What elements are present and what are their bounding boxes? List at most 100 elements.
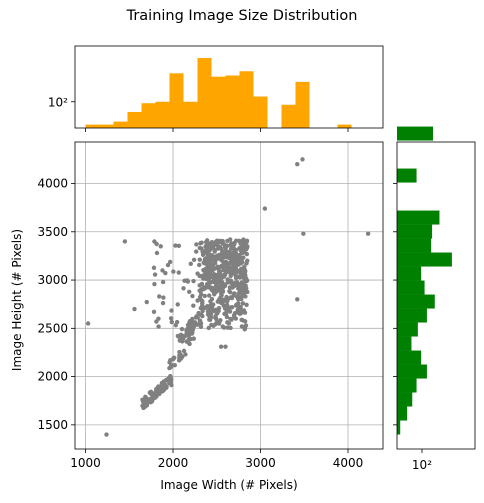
top-hist-bar [113, 121, 128, 128]
scatter-point [207, 279, 212, 284]
scatter-point [218, 295, 223, 300]
x-tick-label: 4000 [333, 456, 364, 470]
x-tick-label: 3000 [245, 456, 276, 470]
scatter-point [229, 241, 234, 246]
scatter-point [234, 302, 239, 307]
scatter-point [227, 237, 233, 242]
scatter-point [220, 241, 225, 246]
scatter-plot: 1000 2000 3000 4000 1500 2000 2500 3000 3500 4000 [37, 141, 384, 470]
x-axis-label: Image Width (# Pixels) [160, 478, 297, 492]
scatter-point [218, 344, 224, 349]
scatter-point [151, 265, 157, 270]
right-histogram: 10² [393, 126, 476, 472]
scatter-point [202, 293, 207, 299]
right-hist-x-tick-label: 10² [412, 458, 432, 472]
scatter-point [197, 318, 203, 324]
scatter-point [232, 291, 237, 296]
scatter-point [242, 267, 248, 273]
right-hist-bar [397, 224, 433, 239]
scatter-point [216, 305, 222, 311]
right-hist-bar [397, 350, 422, 365]
scatter-point [244, 278, 249, 284]
scatter-point [215, 264, 220, 270]
scatter-point [183, 352, 188, 357]
scatter-point [167, 379, 172, 385]
scatter-point [233, 275, 239, 281]
scatter-point [152, 395, 158, 400]
scatter-point [178, 334, 183, 339]
scatter-point [189, 331, 195, 336]
scatter-point [202, 273, 207, 278]
right-hist-bar [397, 168, 417, 183]
scatter-point [229, 251, 234, 256]
scatter-point [197, 257, 203, 262]
right-hist-bar [397, 420, 401, 435]
scatter-point [211, 271, 216, 277]
scatter-point [145, 398, 150, 403]
scatter-point [224, 302, 230, 308]
scatter-point [204, 243, 209, 249]
scatter-point [199, 246, 204, 251]
scatter-point [193, 315, 199, 320]
scatter-point [209, 315, 214, 320]
top-hist-bar [225, 75, 240, 128]
scatter-point [171, 269, 176, 274]
scatter-point [238, 285, 243, 290]
scatter-point [241, 255, 246, 260]
right-hist-bar [397, 126, 434, 141]
scatter-point [242, 264, 247, 269]
scatter-point [238, 307, 244, 312]
right-hist-bar [397, 294, 435, 309]
scatter-point [238, 247, 243, 253]
scatter-point [238, 311, 244, 316]
top-hist-bar [295, 81, 310, 128]
scatter-point [207, 293, 212, 298]
scatter-point [168, 316, 174, 321]
scatter-point [244, 251, 250, 257]
top-hist-bar [211, 76, 226, 128]
scatter-point [220, 324, 225, 329]
scatter-point [213, 257, 219, 262]
scatter-point [177, 338, 183, 343]
y-tick-label: 2500 [37, 321, 68, 335]
scatter-point [140, 397, 145, 402]
scatter-point [211, 308, 217, 314]
scatter-point [197, 294, 203, 300]
x-tick-label: 1000 [70, 456, 101, 470]
scatter-point [169, 319, 175, 325]
scatter-point [157, 294, 162, 299]
scatter-point [209, 285, 214, 290]
scatter-point [230, 270, 236, 276]
scatter-point [179, 326, 185, 332]
scatter-point [214, 275, 219, 280]
scatter-point [225, 320, 230, 325]
top-histogram: 10² [48, 45, 384, 132]
scatter-point [223, 344, 228, 349]
top-hist-bar [281, 104, 296, 128]
chart-title: Training Image Size Distribution [126, 8, 358, 24]
scatter-point [214, 320, 219, 325]
scatter-point [190, 293, 195, 299]
scatter-point [227, 285, 233, 290]
scatter-point [210, 275, 215, 280]
scatter-point [239, 324, 245, 329]
scatter-point [218, 246, 224, 251]
scatter-point [156, 324, 161, 329]
scatter-point [238, 281, 243, 287]
scatter-point [200, 306, 205, 311]
scatter-point [225, 299, 230, 304]
scatter-point [225, 325, 230, 330]
scatter-point [188, 261, 193, 266]
scatter-point [156, 385, 162, 391]
scatter-point [163, 270, 168, 276]
scatter-point [235, 261, 240, 267]
scatter-point [223, 249, 229, 254]
scatter-point [234, 267, 240, 273]
scatter-point [174, 319, 180, 325]
scatter-point [238, 268, 244, 273]
right-hist-bar [397, 280, 425, 295]
scatter-point [245, 244, 250, 249]
scatter-point [191, 336, 196, 341]
scatter-point [151, 309, 157, 315]
right-hist-bar [397, 252, 452, 267]
